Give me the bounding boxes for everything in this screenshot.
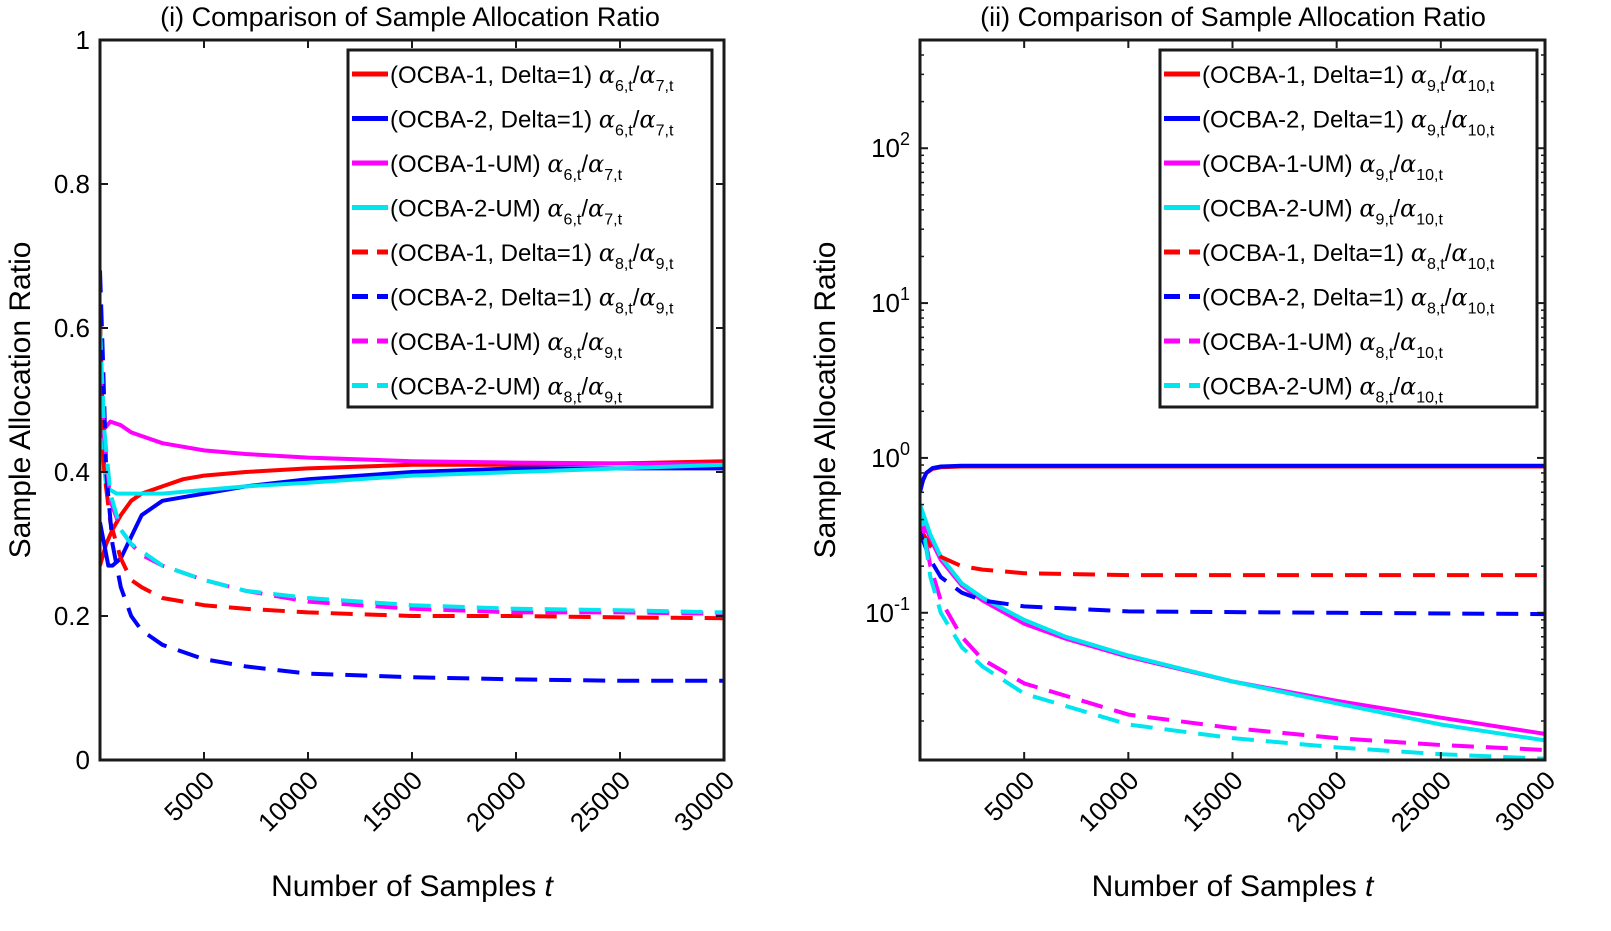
legend-label-5: (OCBA-1, Delta=1) α8,t/α10,t (1202, 239, 1495, 273)
legend-label-2: (OCBA-2, Delta=1) α6,t/α7,t (390, 106, 674, 140)
y-tick-label: 10-1 (865, 594, 910, 628)
legend-label-7: (OCBA-1-UM) α8,t/α9,t (390, 328, 623, 362)
x-tick-label: 25000 (1385, 765, 1457, 837)
y-tick-label: 0 (76, 745, 90, 775)
legend-label-8: (OCBA-2-UM) α8,t/α9,t (390, 373, 623, 407)
x-tick-label: 20000 (460, 765, 532, 837)
series-line-1 (100, 459, 724, 567)
series-line-3 (100, 419, 724, 467)
y-tick-label: 102 (871, 129, 910, 163)
series-group (920, 463, 1545, 760)
x-axis-label: Number of Samples t (1092, 870, 1375, 903)
x-tick-label: 5000 (158, 765, 220, 827)
series-line-2 (100, 466, 724, 568)
y-axis-label: Sample Allocation Ratio (809, 242, 842, 559)
legend-box (1158, 48, 1539, 409)
x-tick-label: 25000 (564, 765, 636, 837)
legend-label-1: (OCBA-1, Delta=1) α9,t/α10,t (1202, 61, 1495, 95)
legend: (OCBA-1, Delta=1) α6,t/α7,t (OCBA-2, Delt… (346, 48, 714, 409)
chart-panel-2: (ii) Comparison of Sample Allocation Rat… (809, 2, 1561, 903)
legend-label-1: (OCBA-1, Delta=1) α6,t/α7,t (390, 61, 674, 95)
series-line-1 (920, 464, 1545, 488)
legend-label-4: (OCBA-2-UM) α6,t/α7,t (390, 195, 623, 229)
series-line-8 (100, 327, 724, 615)
legend-label-2: (OCBA-2, Delta=1) α9,t/α10,t (1202, 106, 1495, 140)
series-line-3 (920, 510, 1545, 736)
chart-title: (ii) Comparison of Sample Allocation Rat… (980, 2, 1486, 32)
series-line-5 (920, 527, 1545, 578)
legend-label-7: (OCBA-1-UM) α8,t/α10,t (1202, 328, 1443, 362)
y-tick-label: 100 (871, 439, 910, 473)
x-tick-label: 10000 (1072, 765, 1144, 837)
chart-panel-1: (i) Comparison of Sample Allocation Rati… (4, 2, 740, 903)
legend-box (346, 48, 714, 409)
x-tick-label: 20000 (1281, 765, 1353, 837)
series-line-2 (920, 463, 1545, 493)
legend-label-6: (OCBA-2, Delta=1) α8,t/α9,t (390, 284, 674, 318)
y-tick-label: 1 (76, 25, 90, 55)
legend-label-8: (OCBA-2-UM) α8,t/α10,t (1202, 373, 1443, 407)
y-tick-label: 101 (871, 284, 910, 318)
y-tick-label: 0.4 (54, 457, 90, 487)
x-tick-label: 10000 (252, 765, 324, 837)
legend-label-5: (OCBA-1, Delta=1) α8,t/α9,t (390, 239, 674, 273)
series-line-8 (920, 504, 1545, 760)
chart-title: (i) Comparison of Sample Allocation Rati… (160, 2, 660, 32)
x-tick-label: 15000 (1176, 765, 1248, 837)
series-line-6 (100, 270, 724, 683)
x-tick-label: 5000 (978, 765, 1040, 827)
series-line-4 (920, 503, 1545, 743)
legend-label-4: (OCBA-2-UM) α9,t/α10,t (1202, 195, 1443, 229)
x-tick-label: 15000 (356, 765, 428, 837)
legend-label-3: (OCBA-1-UM) α6,t/α7,t (390, 150, 623, 184)
y-tick-label: 0.2 (54, 601, 90, 631)
x-tick-label: 30000 (668, 765, 740, 837)
y-tick-label: 0.8 (54, 169, 90, 199)
x-axis-label: Number of Samples t (271, 870, 554, 903)
y-axis-label: Sample Allocation Ratio (4, 242, 37, 559)
legend: (OCBA-1, Delta=1) α9,t/α10,t (OCBA-2, Del… (1158, 48, 1539, 409)
legend-label-6: (OCBA-2, Delta=1) α8,t/α10,t (1202, 284, 1495, 318)
series-group (100, 270, 724, 683)
series-line-6 (920, 531, 1545, 617)
y-tick-label: 0.6 (54, 313, 90, 343)
legend-label-3: (OCBA-1-UM) α9,t/α10,t (1202, 150, 1443, 184)
x-tick-label: 30000 (1489, 765, 1561, 837)
series-line-7 (920, 511, 1545, 752)
